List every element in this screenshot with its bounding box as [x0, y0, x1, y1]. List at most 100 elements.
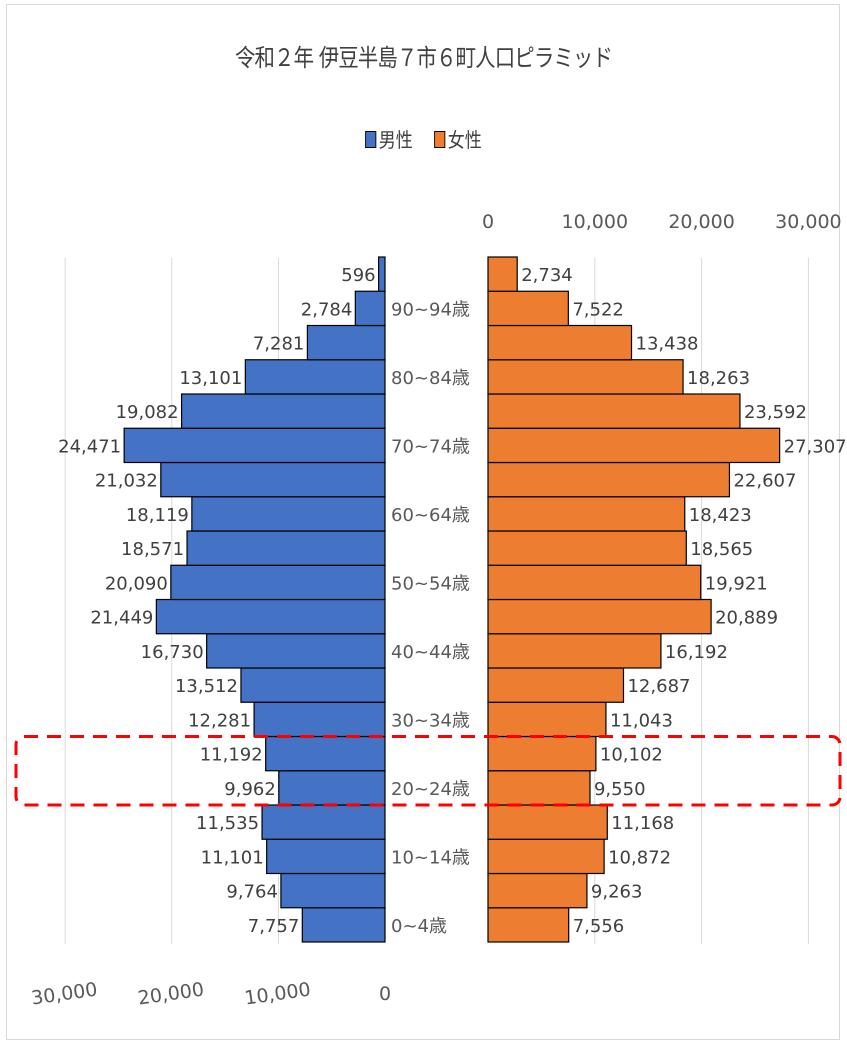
female-axis-tick-label: 30,000 [775, 211, 841, 233]
female-value-label: 11,168 [611, 813, 674, 834]
male-value-label: 7,281 [253, 334, 305, 355]
male-value-label: 18,119 [126, 505, 189, 526]
male-value-label: 12,281 [188, 710, 251, 731]
male-value-label: 13,512 [175, 676, 238, 697]
category-label: 80~84歳 [391, 368, 470, 389]
category-label: 90~94歳 [391, 299, 470, 320]
female-value-label: 7,556 [573, 916, 625, 937]
female-axis-tick-label: 20,000 [668, 211, 734, 233]
female-value-label: 2,734 [521, 265, 573, 286]
female-value-label: 18,263 [687, 368, 750, 389]
male-bar [206, 633, 386, 669]
category-label: 50~54歳 [391, 573, 470, 594]
female-value-label: 13,438 [636, 334, 699, 355]
female-value-label: 10,102 [600, 745, 663, 766]
male-bar [306, 324, 386, 361]
female-value-label: 20,889 [715, 608, 778, 629]
category-label: 60~64歳 [391, 505, 470, 526]
female-bar [487, 324, 633, 361]
legend-swatch-male [365, 131, 377, 148]
female-value-label: 27,307 [784, 436, 847, 457]
male-bar [123, 427, 386, 464]
female-value-label: 10,872 [608, 847, 671, 868]
female-value-label: 9,263 [591, 882, 643, 903]
male-value-label: 21,032 [95, 471, 158, 492]
female-value-label: 23,592 [744, 402, 807, 423]
female-value-label: 19,921 [705, 573, 768, 594]
male-bar [244, 359, 386, 395]
female-bar [487, 530, 687, 566]
legend-swatch-female [433, 131, 445, 148]
chart-legend: 男性 女性 [0, 124, 847, 153]
female-value-label: 18,423 [689, 505, 752, 526]
male-bar [155, 598, 386, 635]
female-axis-tick-label: 10,000 [562, 211, 628, 233]
female-value-label: 7,522 [572, 299, 624, 320]
legend-label-male: 男性 [379, 128, 414, 152]
category-label: 40~44歳 [391, 642, 470, 663]
female-bar [487, 838, 605, 875]
male-bar [280, 872, 386, 909]
female-bar [487, 564, 702, 601]
female-value-label: 11,043 [610, 710, 673, 731]
male-bar [265, 735, 386, 772]
female-value-label: 12,687 [627, 676, 690, 697]
female-bar [487, 633, 662, 669]
male-bar [253, 701, 386, 738]
male-value-label: 24,471 [58, 436, 121, 457]
category-label: 20~24歳 [391, 779, 470, 800]
male-bar [378, 256, 386, 292]
female-bar [487, 290, 569, 327]
category-label: 30~34歳 [391, 710, 470, 731]
male-bar [170, 564, 386, 601]
female-bar [487, 598, 712, 635]
female-bar [487, 735, 597, 772]
male-bar [354, 290, 386, 327]
male-value-label: 19,082 [116, 402, 179, 423]
male-bar [278, 770, 386, 806]
male-bar [240, 667, 386, 703]
female-bar [487, 804, 608, 840]
male-axis-tick-label: 0 [379, 983, 391, 1005]
male-bar [191, 496, 386, 532]
male-value-label: 7,757 [248, 916, 300, 937]
male-value-label: 16,730 [141, 642, 204, 663]
female-bar [487, 256, 518, 292]
female-bar [487, 393, 741, 429]
female-bar [487, 770, 591, 806]
male-bar [160, 461, 386, 498]
highlight-box [14, 735, 842, 807]
legend-item-male: 男性 [365, 124, 414, 153]
male-axis-tick-label: 30,000 [30, 979, 99, 1010]
female-value-label: 22,607 [733, 471, 796, 492]
male-bar [266, 838, 386, 875]
male-value-label: 18,571 [121, 539, 184, 560]
female-bar [487, 872, 588, 909]
category-label: 70~74歳 [391, 436, 470, 457]
female-axis-tick-label: 0 [482, 211, 494, 233]
female-bar [487, 496, 686, 532]
male-bar [261, 804, 386, 840]
female-bar [487, 667, 625, 703]
male-bar [180, 393, 386, 429]
male-axis-tick-label: 10,000 [243, 979, 312, 1010]
female-bar [487, 461, 731, 498]
legend-item-female: 女性 [433, 124, 482, 153]
male-value-label: 596 [341, 265, 375, 286]
female-value-label: 18,565 [690, 539, 753, 560]
male-value-label: 20,090 [105, 573, 168, 594]
legend-label-female: 女性 [447, 128, 482, 152]
female-value-label: 16,192 [665, 642, 728, 663]
male-axis-tick-label: 20,000 [137, 979, 206, 1010]
male-value-label: 11,535 [196, 813, 259, 834]
male-value-label: 9,764 [226, 882, 278, 903]
female-value-label: 9,550 [594, 779, 646, 800]
chart-frame [6, 4, 840, 1040]
male-bar [186, 530, 386, 566]
female-bar [487, 701, 607, 738]
male-value-label: 11,101 [201, 847, 264, 868]
female-bar [487, 907, 570, 943]
male-bar [301, 907, 386, 943]
male-value-label: 9,962 [224, 779, 276, 800]
